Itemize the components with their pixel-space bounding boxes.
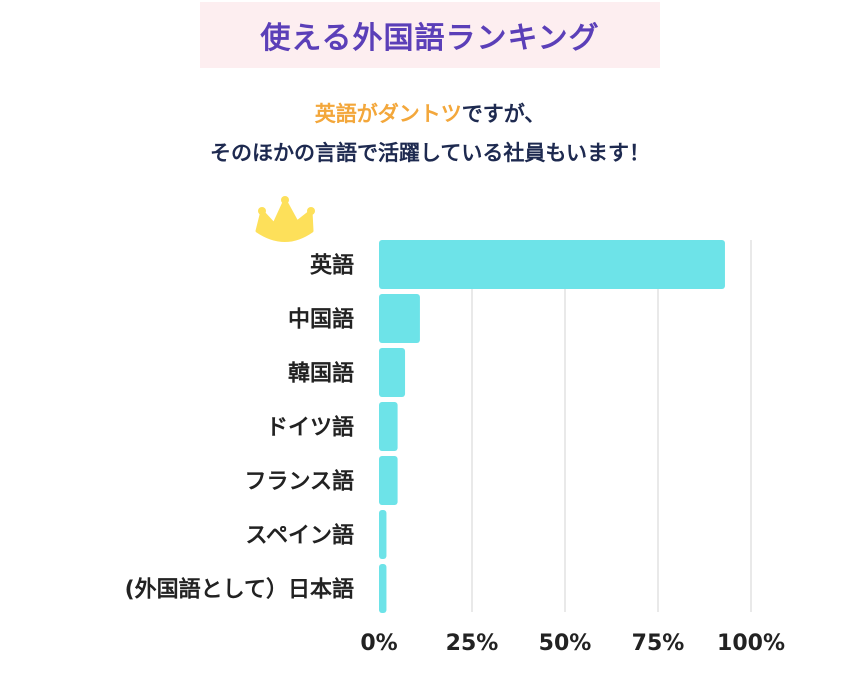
bar <box>379 564 387 613</box>
subtitle-line-2: そのほかの言語で活躍している社員もいます！ <box>210 141 650 165</box>
category-label: 英語 <box>310 253 354 279</box>
category-label: スペイン語 <box>246 523 354 549</box>
title-box: 使える外国語ランキング <box>200 2 660 68</box>
bar <box>379 402 398 451</box>
bars <box>379 240 725 613</box>
x-tick-label: 0% <box>360 631 397 656</box>
grid-lines <box>471 240 752 612</box>
bar <box>379 240 725 289</box>
category-label: フランス語 <box>244 469 354 495</box>
crown-icon <box>255 196 315 242</box>
category-label: 韓国語 <box>288 361 354 387</box>
bar <box>379 348 406 397</box>
x-tick-label: 50% <box>539 631 592 656</box>
x-tick-label: 100% <box>717 631 785 656</box>
category-label: 中国語 <box>288 307 354 333</box>
bar <box>379 456 398 505</box>
page-title: 使える外国語ランキング <box>260 21 600 56</box>
x-tick-label: 75% <box>632 631 685 656</box>
x-tick-labels: 0% 25% 50% 75% 100% <box>360 631 785 656</box>
subtitle-line-1-rest: ですが、 <box>461 102 546 126</box>
x-tick-label: 25% <box>446 631 499 656</box>
subtitle-highlight: 英語がダントツ <box>314 102 462 126</box>
bar <box>379 510 387 559</box>
subtitle-line-1: 英語がダントツですが、 <box>0 98 860 128</box>
bar <box>379 294 420 343</box>
category-label: ドイツ語 <box>266 415 354 441</box>
category-label: (外国語として）日本語 <box>125 577 354 603</box>
